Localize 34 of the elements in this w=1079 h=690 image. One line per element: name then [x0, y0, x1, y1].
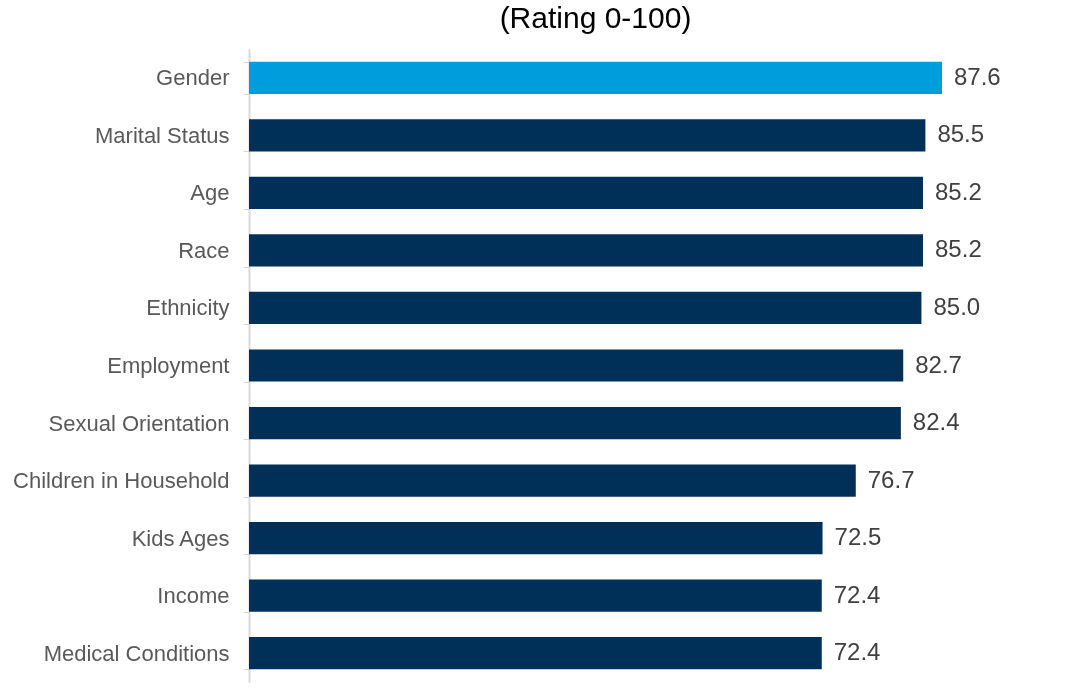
y-tick-label: Income [157, 583, 230, 609]
bar [249, 349, 904, 382]
bar [249, 176, 924, 209]
data-label: 72.5 [834, 523, 882, 551]
bar [249, 522, 823, 555]
data-label: 76.7 [867, 465, 915, 493]
bar [249, 61, 942, 94]
data-label: 72.4 [833, 580, 881, 608]
y-tick-label: Marital Status [95, 122, 230, 148]
data-label: 85.2 [935, 235, 982, 263]
y-tick-label: Race [178, 237, 230, 263]
y-tick-label: Ethnicity [146, 295, 230, 321]
data-label: 72.4 [833, 638, 881, 666]
y-tick-label: Age [190, 180, 230, 206]
bar [249, 406, 901, 440]
data-label: 82.4 [912, 408, 960, 436]
y-tick-label: Gender [156, 65, 230, 91]
chart-title: (Rating 0-100) [499, 1, 692, 34]
bar [249, 464, 856, 497]
y-tick-label: Medical Conditions [43, 640, 230, 666]
bar [249, 119, 926, 152]
bar [249, 637, 822, 670]
bar [249, 579, 822, 612]
data-label: 87.6 [954, 62, 1001, 90]
data-label: 85.2 [935, 177, 982, 205]
data-label: 82.7 [915, 350, 962, 378]
y-tick-label: Kids Ages [131, 525, 230, 551]
data-label: 85.0 [933, 292, 981, 320]
y-tick-label: Children in Household [13, 468, 230, 494]
bar [249, 234, 924, 267]
bar [249, 291, 922, 325]
data-label: 85.5 [937, 120, 985, 148]
y-tick-label: Sexual Orientation [48, 410, 230, 436]
y-tick-label: Employment [107, 353, 230, 378]
